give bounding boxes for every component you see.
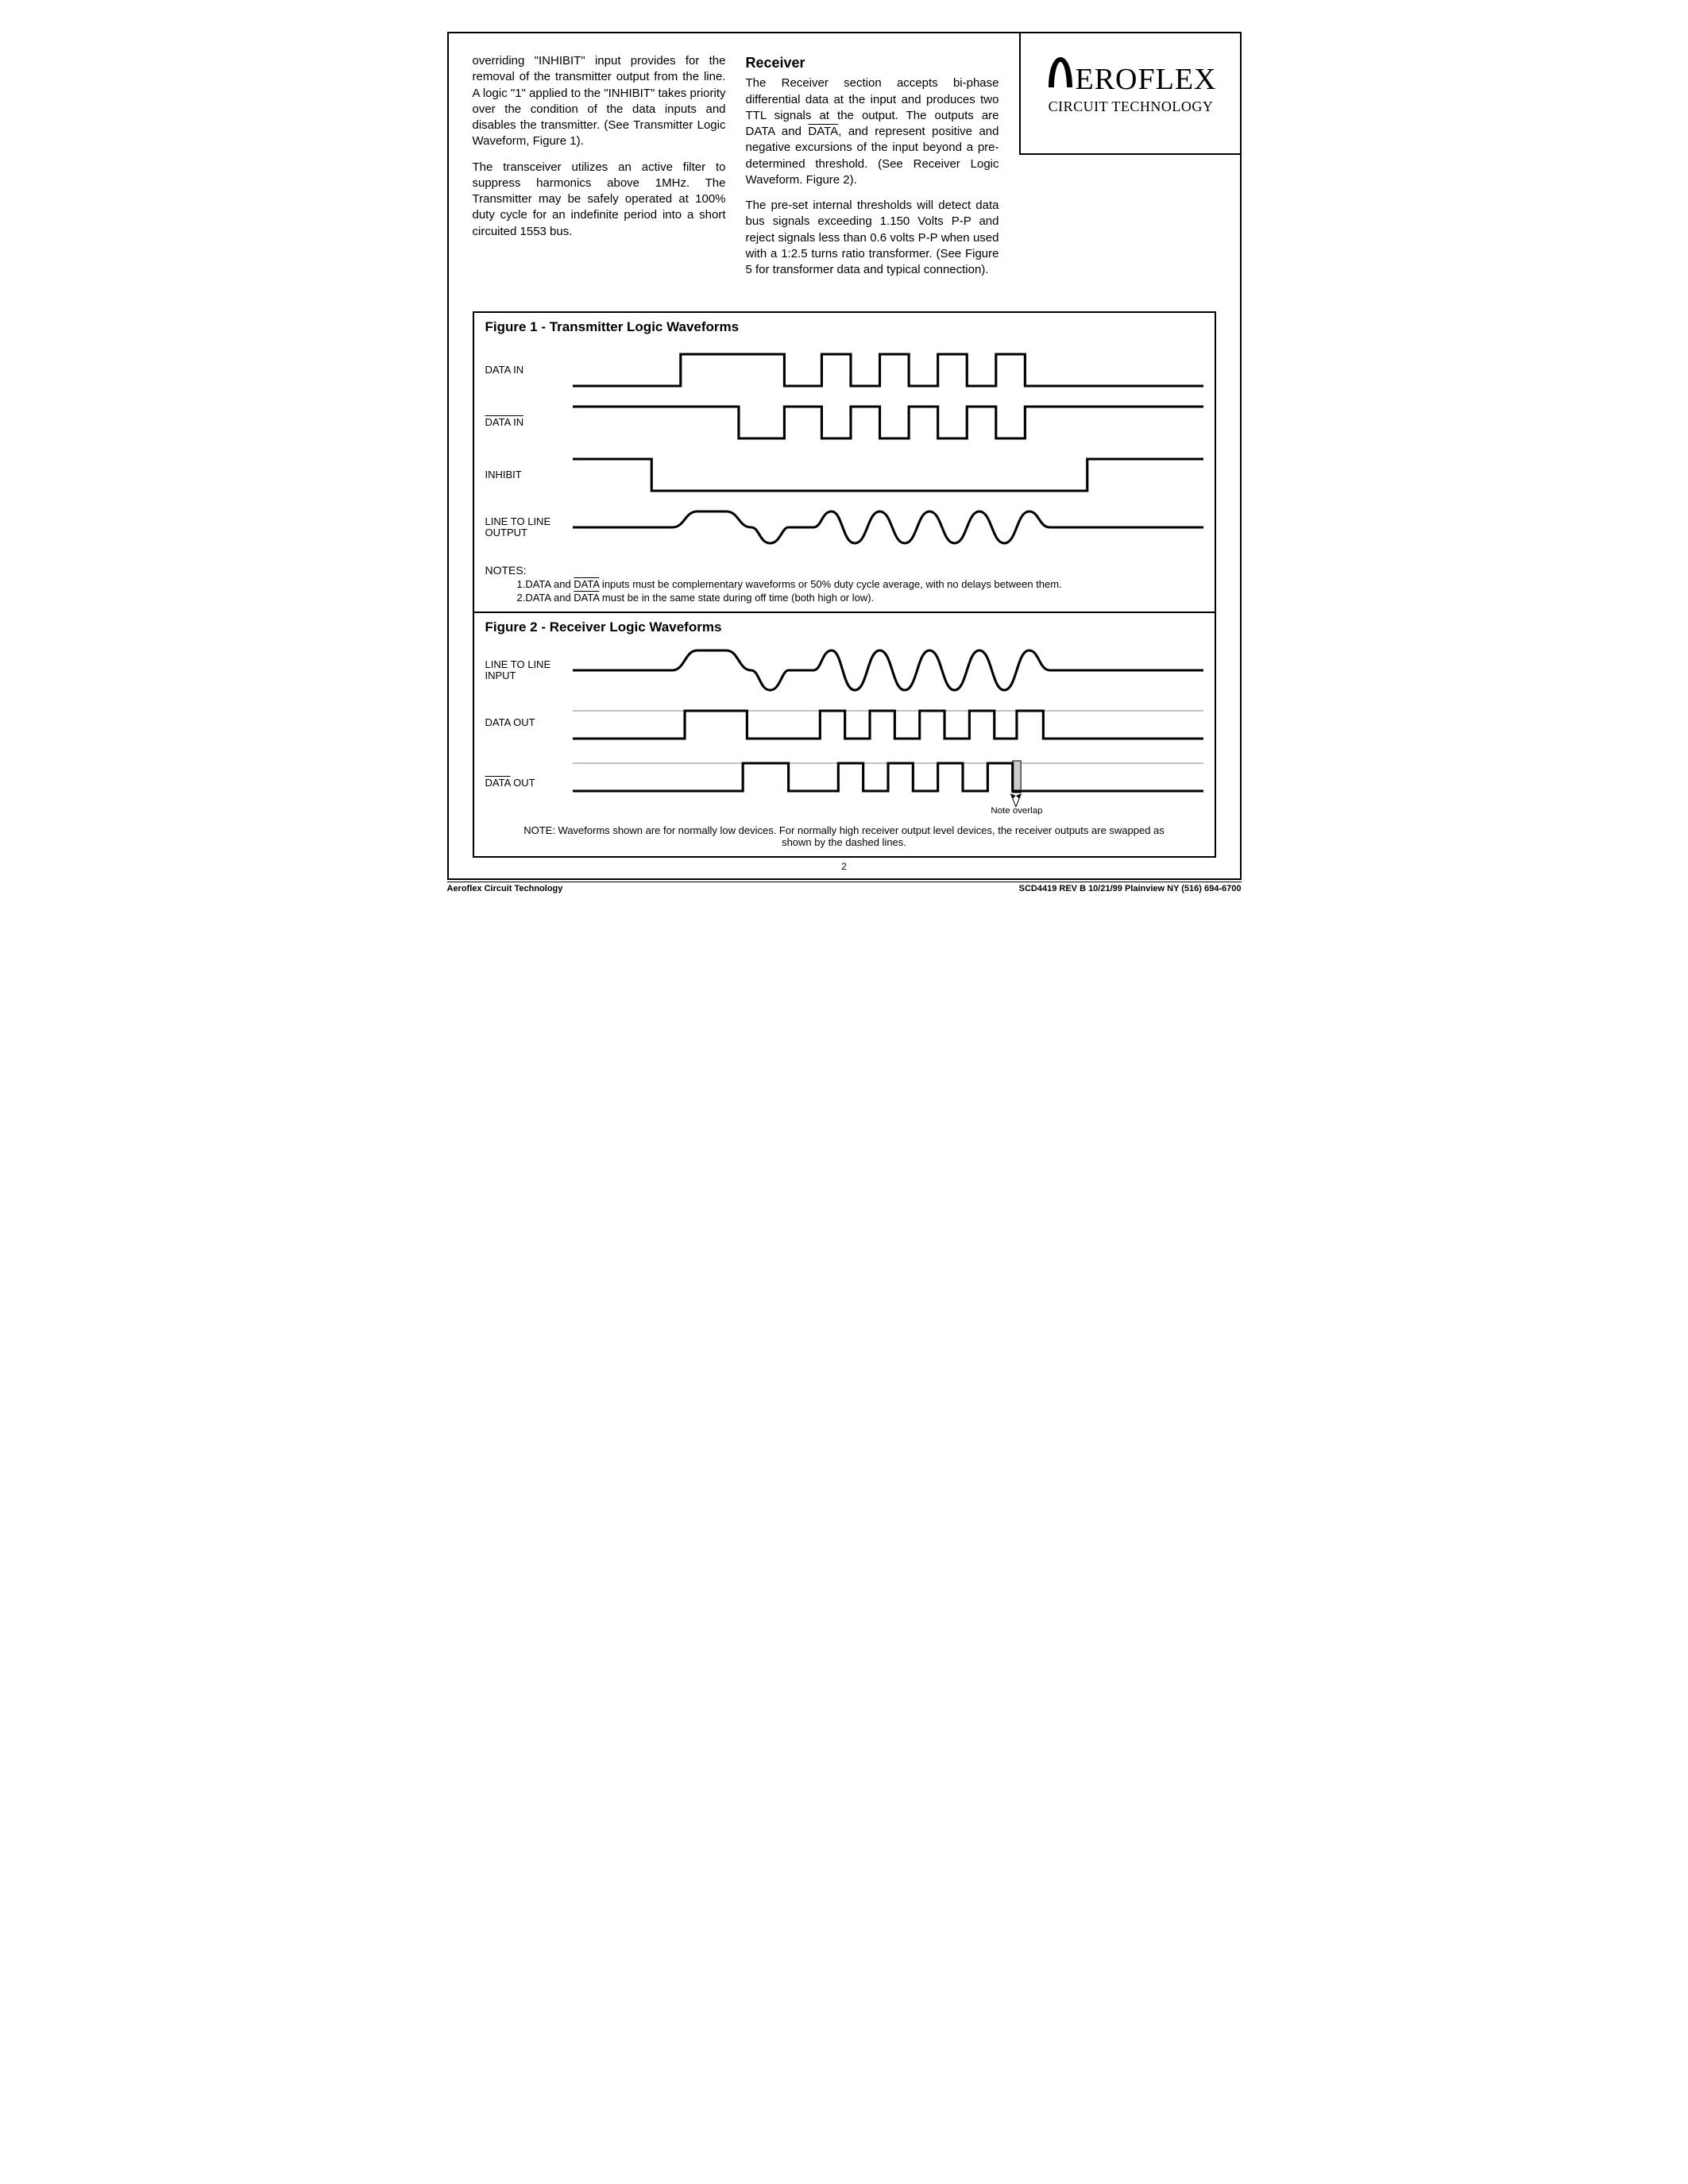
receiver-title: Receiver [746,53,999,72]
footer-right: SCD4419 REV B 10/21/99 Plainview NY (516… [1019,884,1242,893]
mid-p1: The Receiver section accepts bi-phase di… [746,75,999,188]
label-data-out: DATA OUT [485,717,573,728]
svg-data-in-bar [573,399,1203,446]
figure1-notes: NOTES: 1.DATA and DATA inputs must be co… [474,564,1215,612]
page-number: 2 [473,861,1216,872]
figure2-waves: LINE TO LINE INPUT DATA OUT DATA OUT [474,639,1215,824]
logo-brand: EROFLEX [1033,56,1230,97]
svg-inhibit [573,451,1203,499]
label-data-in-bar: DATA IN [485,417,573,428]
figure2-title: Figure 2 - Receiver Logic Waveforms [474,613,1215,639]
figure-1: Figure 1 - Transmitter Logic Waveforms D… [474,313,1215,612]
left-p1: overriding "INHIBIT" input provides for … [473,53,726,150]
wave-data-in-bar: DATA IN [485,399,1203,446]
svg-line-out [573,504,1203,551]
page-frame: overriding "INHIBIT" input provides for … [447,32,1242,880]
mid-p2: The pre-set internal thresholds will det… [746,198,999,278]
notes-title: NOTES: [485,564,1203,577]
svg-data-in [573,346,1203,394]
wave-data-out: DATA OUT [485,699,1203,747]
label-data-in: DATA IN [485,365,573,376]
label-inhibit: INHIBIT [485,469,573,480]
note-2: 2.DATA and DATA must be in the same stat… [517,592,1203,605]
svg-data-out-bar: Note overlap [573,751,1203,815]
wave-data-out-bar: DATA OUT Note overlap [485,751,1203,815]
logo-a-icon [1045,56,1076,89]
note-1: 1.DATA and DATA inputs must be complemen… [517,578,1203,592]
label-line-in: LINE TO LINE INPUT [485,659,573,682]
figure1-title: Figure 1 - Transmitter Logic Waveforms [474,313,1215,338]
svg-data-out [573,699,1203,747]
top-columns: overriding "INHIBIT" input provides for … [473,53,1216,287]
logo-sub: CIRCUIT TECHNOLOGY [1033,98,1230,115]
label-data-out-bar: DATA OUT [485,778,573,789]
page-footer: Aeroflex Circuit Technology SCD4419 REV … [447,882,1242,893]
middle-column: Receiver The Receiver section accepts bi… [746,53,999,287]
wave-data-in: DATA IN [485,346,1203,394]
data-overbar: DATA [808,125,838,138]
logo-text: EROFLEX [1076,62,1217,97]
left-p2: The transceiver utilizes an active filte… [473,160,726,240]
wave-inhibit: INHIBIT [485,451,1203,499]
figure1-waves: DATA IN DATA IN INHIBIT [474,338,1215,561]
svg-line-in [573,646,1203,694]
overlap-label: Note overlap [991,806,1042,815]
left-column: overriding "INHIBIT" input provides for … [473,53,726,287]
label-line-out: LINE TO LINE OUTPUT [485,516,573,539]
logo-box: EROFLEX CIRCUIT TECHNOLOGY [1019,32,1242,155]
figure2-note: NOTE: Waveforms shown are for normally l… [474,824,1215,856]
wave-line-out: LINE TO LINE OUTPUT [485,504,1203,551]
figure-2: Figure 2 - Receiver Logic Waveforms LINE… [474,613,1215,856]
wave-line-in: LINE TO LINE INPUT [485,646,1203,694]
footer-left: Aeroflex Circuit Technology [447,884,563,893]
figures-panel: Figure 1 - Transmitter Logic Waveforms D… [473,311,1216,858]
notes-body: 1.DATA and DATA inputs must be complemen… [485,578,1203,605]
